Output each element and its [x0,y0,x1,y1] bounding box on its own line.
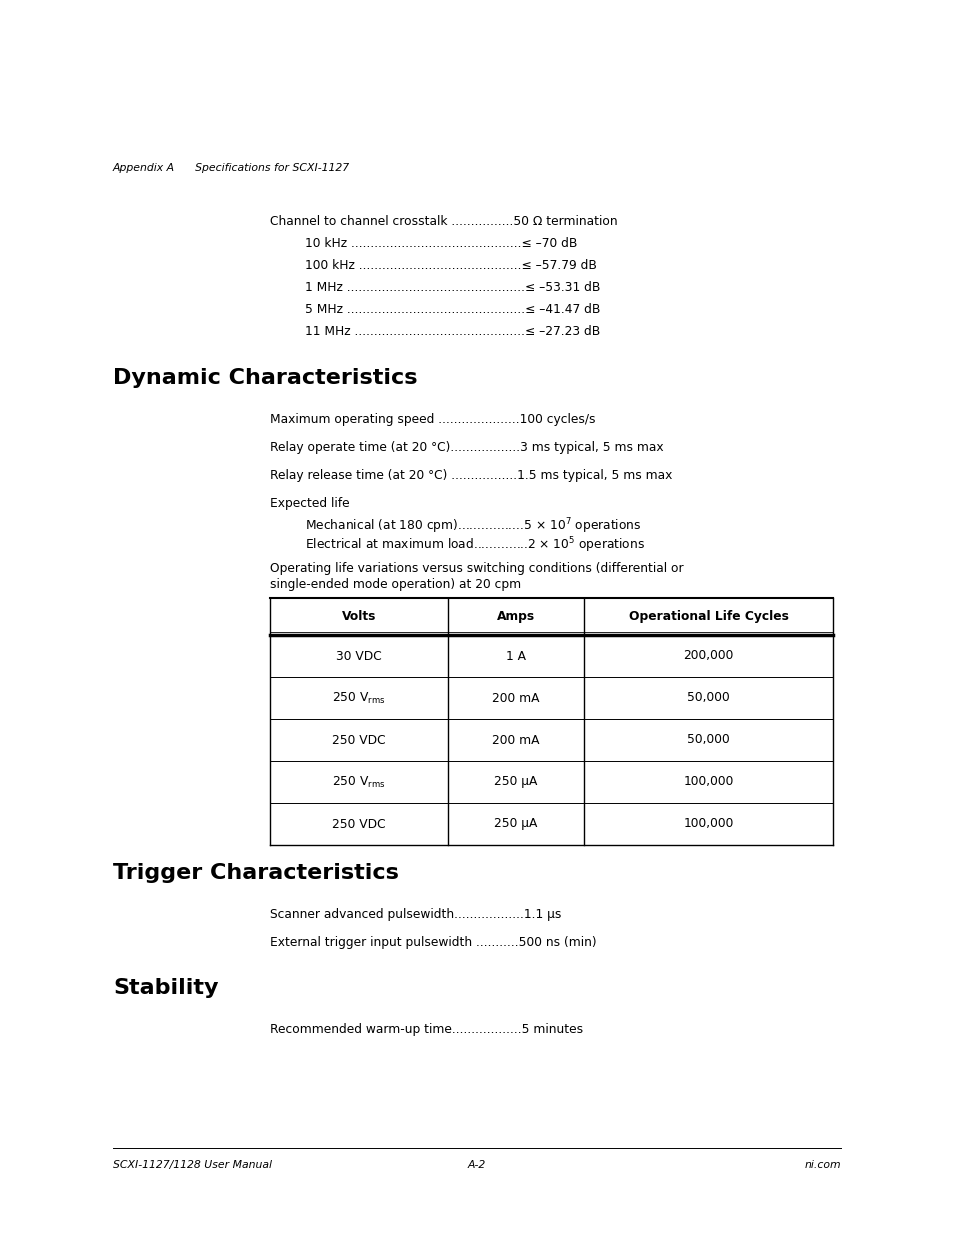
Text: Volts: Volts [341,610,375,622]
Text: 10 kHz ............................................≤ –70 dB: 10 kHz .................................… [305,237,577,249]
Text: 100 kHz ..........................................≤ –57.79 dB: 100 kHz ................................… [305,259,597,272]
Text: Dynamic Characteristics: Dynamic Characteristics [112,368,417,388]
Text: 1 MHz ..............................................≤ –53.31 dB: 1 MHz ..................................… [305,282,599,294]
Text: Mechanical (at 180 cpm).................5 × 10$^{7}$ operations: Mechanical (at 180 cpm).................… [305,516,640,536]
Text: 200 mA: 200 mA [492,692,539,704]
Text: single-ended mode operation) at 20 cpm: single-ended mode operation) at 20 cpm [270,578,520,592]
Text: Relay operate time (at 20 °C)..................3 ms typical, 5 ms max: Relay operate time (at 20 °C)...........… [270,441,663,454]
Text: Channel to channel crosstalk ................50 Ω termination: Channel to channel crosstalk ...........… [270,215,617,228]
Text: Amps: Amps [497,610,535,622]
Text: 11 MHz ............................................≤ –27.23 dB: 11 MHz .................................… [305,325,599,338]
Text: 100,000: 100,000 [682,818,733,830]
Text: 30 VDC: 30 VDC [335,650,381,662]
Text: Maximum operating speed .....................100 cycles/s: Maximum operating speed ................… [270,412,595,426]
Text: A-2: A-2 [467,1160,486,1170]
Text: 250 μA: 250 μA [494,776,537,788]
Text: 250 VDC: 250 VDC [332,818,385,830]
Text: Operating life variations versus switching conditions (differential or: Operating life variations versus switchi… [270,562,683,576]
Text: 250 V$_{\mathrm{rms}}$: 250 V$_{\mathrm{rms}}$ [332,774,385,789]
Text: 1 A: 1 A [505,650,525,662]
Text: Electrical at maximum load..............2 × 10$^{5}$ operations: Electrical at maximum load..............… [305,535,644,555]
Text: 250 VDC: 250 VDC [332,734,385,746]
Text: SCXI-1127/1128 User Manual: SCXI-1127/1128 User Manual [112,1160,272,1170]
Text: 5 MHz ..............................................≤ –41.47 dB: 5 MHz ..................................… [305,303,599,316]
Text: Appendix A      Specifications for SCXI-1127: Appendix A Specifications for SCXI-1127 [112,163,350,173]
Text: 50,000: 50,000 [686,692,729,704]
Text: 250 V$_{\mathrm{rms}}$: 250 V$_{\mathrm{rms}}$ [332,690,385,705]
Text: Expected life: Expected life [270,496,349,510]
Text: Recommended warm-up time..................5 minutes: Recommended warm-up time................… [270,1023,582,1036]
Text: 200,000: 200,000 [682,650,733,662]
Text: 250 μA: 250 μA [494,818,537,830]
Text: Operational Life Cycles: Operational Life Cycles [628,610,787,622]
Text: Scanner advanced pulsewidth..................1.1 μs: Scanner advanced pulsewidth.............… [270,908,560,921]
Text: 100,000: 100,000 [682,776,733,788]
Text: External trigger input pulsewidth ...........500 ns (min): External trigger input pulsewidth ......… [270,936,596,948]
Text: Relay release time (at 20 °C) .................1.5 ms typical, 5 ms max: Relay release time (at 20 °C) ..........… [270,469,672,482]
Text: Trigger Characteristics: Trigger Characteristics [112,863,398,883]
Text: 200 mA: 200 mA [492,734,539,746]
Text: ni.com: ni.com [803,1160,841,1170]
Text: 50,000: 50,000 [686,734,729,746]
Text: Stability: Stability [112,978,218,998]
